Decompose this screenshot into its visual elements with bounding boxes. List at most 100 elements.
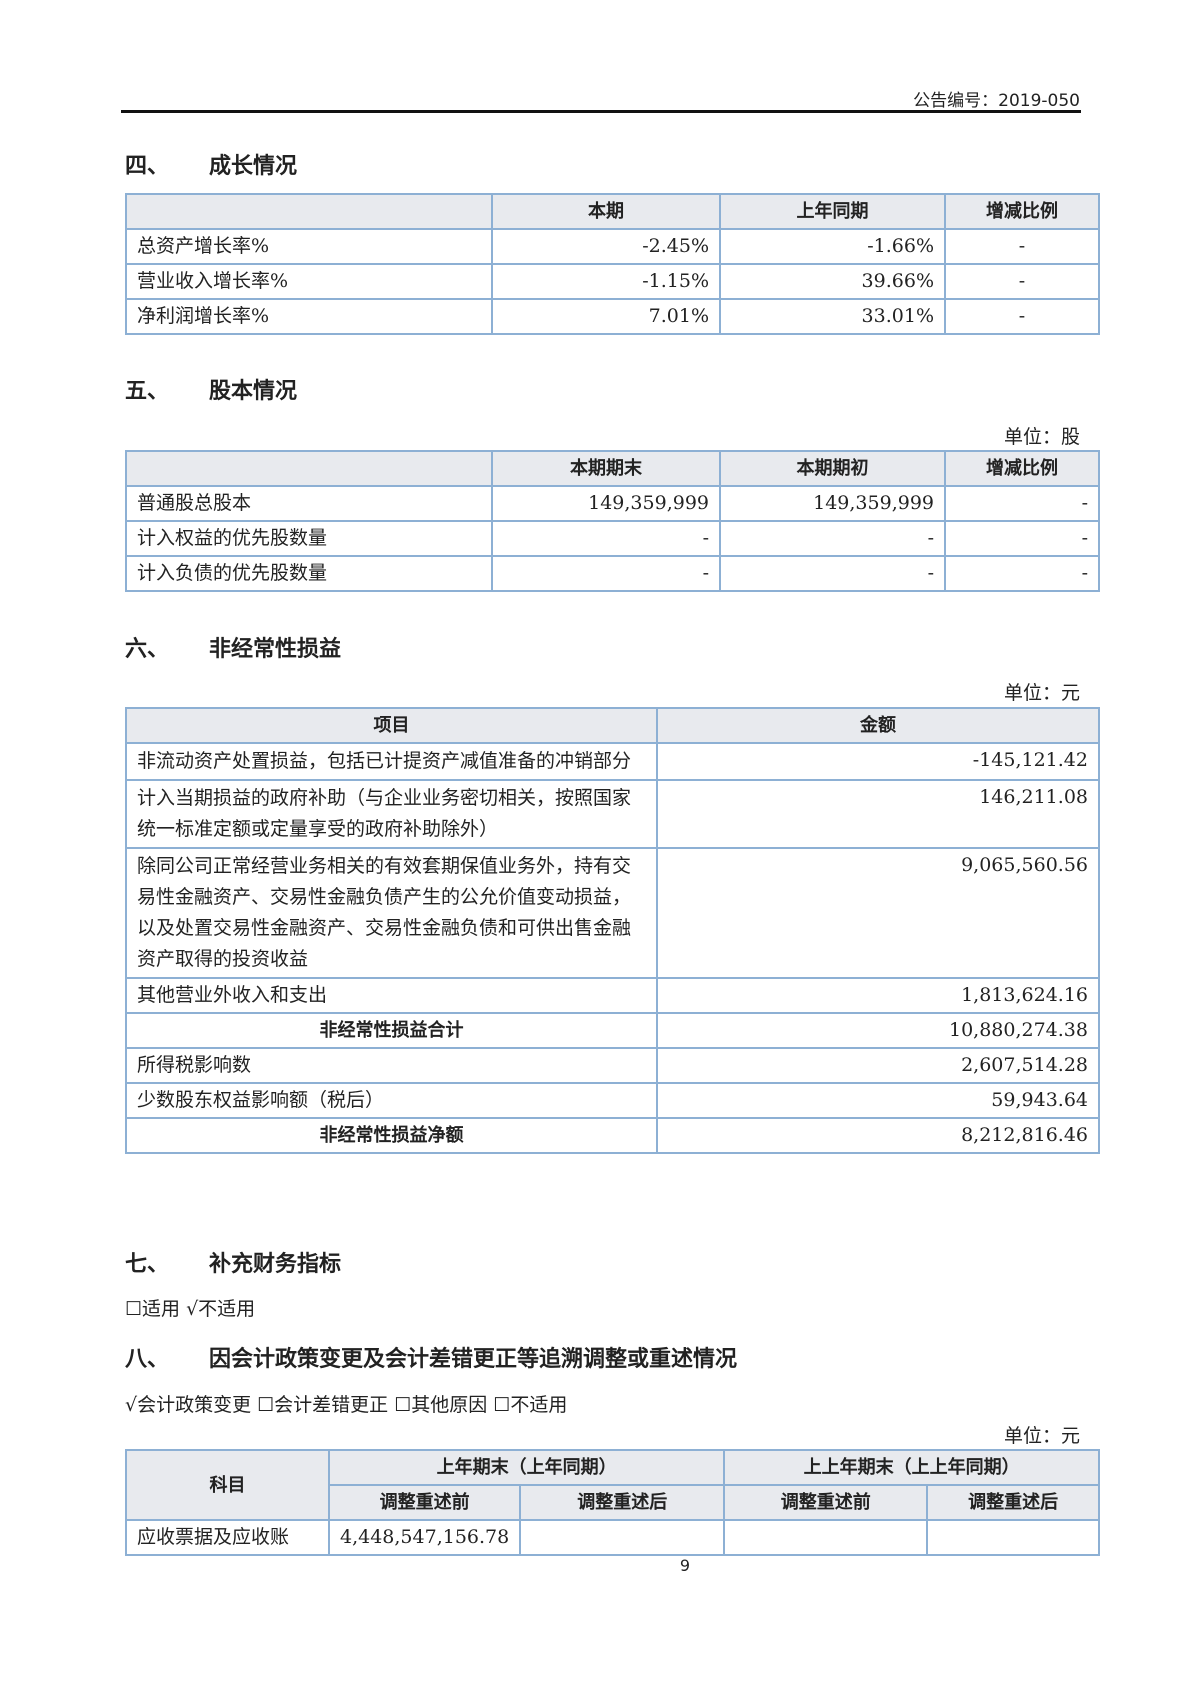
cell: 4,448,547,156.78 <box>327 1519 522 1556</box>
row-label: 计入负债的优先股数量 <box>125 555 493 592</box>
table-row: 计入当期损益的政府补助（与企业业务密切相关，按照国家统一标准定额或定量享受的政府… <box>125 779 1100 849</box>
cell: - <box>944 228 1100 265</box>
cell: - <box>944 298 1100 335</box>
section-title: 因会计政策变更及会计差错更正等追溯调整或重述情况 <box>209 1347 738 1372</box>
share-capital-table: 本期期末 本期期初 增减比例 普通股总股本 149,359,999 149,359,99… <box>125 450 1100 592</box>
col-header: 调整重述后 <box>519 1484 726 1521</box>
cell: - <box>491 520 721 557</box>
section-number: 四、 <box>125 154 170 179</box>
section-title: 补充财务指标 <box>209 1252 342 1277</box>
col-group-header: 上年期末（上年同期） <box>327 1449 726 1486</box>
table-row: 非经常性损益净额 8,212,816.46 <box>125 1117 1100 1154</box>
table-row: 所得税影响数 2,607,514.28 <box>125 1047 1100 1084</box>
cell <box>723 1519 929 1556</box>
cell: - <box>944 555 1100 592</box>
table-row: 营业收入增长率% -1.15% 39.66% - <box>125 263 1100 300</box>
cell: 146,211.08 <box>656 779 1100 849</box>
table-row: 普通股总股本 149,359,999 149,359,999- <box>125 485 1100 522</box>
cell: 33.01% <box>719 298 946 335</box>
row-label: 普通股总股本 <box>125 485 493 522</box>
non-recurring-table: 项目 金额 非流动资产处置损益，包括已计提资产减值准备的冲销部分 -145,121.… <box>125 707 1100 1154</box>
row-label: 计入权益的优先股数量 <box>125 520 493 557</box>
col-header <box>125 193 493 230</box>
row-label: 总资产增长率% <box>125 228 493 265</box>
announcement-number: 公告编号：2019-050 <box>913 91 1080 111</box>
row-label: 所得税影响数 <box>125 1047 658 1084</box>
col-header: 增减比例 <box>944 450 1100 487</box>
col-header: 调整重述后 <box>926 1484 1100 1521</box>
growth-table: 本期 上年同期 增减比例 总资产增长率% -2.45% -1.66% - 营业收入增长率%… <box>125 193 1100 335</box>
col-header: 增减比例 <box>944 193 1100 230</box>
subtotal-label: 非经常性损益合计 <box>125 1012 658 1049</box>
col-header: 本期 <box>491 193 721 230</box>
section-number: 八、 <box>125 1347 170 1372</box>
section-title: 股本情况 <box>209 379 298 404</box>
page-number: 9 <box>679 1556 691 1575</box>
cell: 7.01% <box>491 298 721 335</box>
section-title: 非经常性损益 <box>209 637 342 662</box>
table-row: 非经常性损益合计 10,880,274.38 <box>125 1012 1100 1049</box>
row-label: 计入当期损益的政府补助（与企业业务密切相关，按照国家统一标准定额或定量享受的政府… <box>125 779 658 849</box>
section-5-heading: 五、 股本情况 <box>125 373 297 405</box>
unit-label: 单位：股 <box>1003 426 1080 448</box>
row-label: 少数股东权益影响额（税后） <box>125 1082 658 1119</box>
unit-label: 单位：元 <box>1003 1425 1080 1447</box>
section-number: 五、 <box>125 379 170 404</box>
section-number: 七、 <box>125 1252 170 1277</box>
col-header: 调整重述前 <box>327 1484 522 1521</box>
table-row: 应收票据及应收账 4,448,547,156.78 <box>125 1519 1100 1556</box>
cell: -1.15% <box>491 263 721 300</box>
section-number: 六、 <box>125 637 170 662</box>
table-header-row: 项目 金额 <box>125 707 1100 744</box>
col-header: 调整重述前 <box>723 1484 929 1521</box>
row-label: 其他营业外收入和支出 <box>125 977 658 1014</box>
cell <box>519 1519 726 1556</box>
cell: - <box>491 555 721 592</box>
table-header-row: 科目 上年期末（上年同期） 上上年期末（上上年同期） <box>125 1449 1100 1521</box>
cell: 10,880,274.38 <box>656 1012 1100 1049</box>
section-4-heading: 四、 成长情况 <box>125 148 297 180</box>
row-label: 营业收入增长率% <box>125 263 493 300</box>
table-header-row: 本期期末 本期期初 增减比例 <box>125 450 1100 487</box>
cell: 59,943.64 <box>656 1082 1100 1119</box>
unit-label: 单位：元 <box>1003 682 1080 704</box>
table-row: 净利润增长率% 7.01% 33.01% - <box>125 298 1100 335</box>
cell: - <box>944 485 1100 522</box>
row-label: 应收票据及应收账 <box>125 1519 330 1556</box>
table-row: 除同公司正常经营业务相关的有效套期保值业务外，持有交易性金融资产、交易性金融负债… <box>125 847 1100 979</box>
col-header: 科目 <box>125 1449 330 1521</box>
table-row: 少数股东权益影响额（税后） 59,943.64 <box>125 1082 1100 1119</box>
col-group-header: 上上年期末（上上年同期） <box>723 1449 1100 1486</box>
cell: 39.66% <box>719 263 946 300</box>
row-label: 非流动资产处置损益，包括已计提资产减值准备的冲销部分 <box>125 742 658 781</box>
header-rule <box>121 110 1081 113</box>
section-title: 成长情况 <box>209 154 298 179</box>
col-header <box>125 450 493 487</box>
table-subheader-row: 调整重述前 调整重述后 调整重述前 调整重述后 <box>126 1484 1100 1521</box>
section-7-heading: 七、 补充财务指标 <box>125 1246 341 1278</box>
table-row: 其他营业外收入和支出 1,813,624.16 <box>125 977 1100 1014</box>
cell: 149,359,999 <box>719 485 946 522</box>
col-header: 项目 <box>125 707 658 744</box>
total-label: 非经常性损益净额 <box>125 1117 658 1154</box>
cell <box>926 1519 1100 1556</box>
section-8-heading: 八、 因会计政策变更及会计差错更正等追溯调整或重述情况 <box>125 1341 737 1373</box>
cell: 1,813,624.16 <box>656 977 1100 1014</box>
cell: -2.45% <box>491 228 721 265</box>
cell: - <box>944 263 1100 300</box>
row-label: 净利润增长率% <box>125 298 493 335</box>
table-row: 计入负债的优先股数量 - - - <box>125 555 1100 592</box>
cell: 9,065,560.56 <box>656 847 1100 979</box>
col-header: 上年同期 <box>719 193 946 230</box>
restatement-table: 科目 上年期末（上年同期） 上上年期末（上上年同期） 调整重述前 调整重述后 调整重述前… <box>125 1449 1100 1556</box>
cell: 8,212,816.46 <box>656 1117 1100 1154</box>
table-header-row: 本期 上年同期 增减比例 <box>125 193 1100 230</box>
table-row: 计入权益的优先股数量 - - - <box>125 520 1100 557</box>
change-reason-options: √会计政策变更 ☐会计差错更正 ☐其他原因 ☐不适用 <box>125 1394 568 1416</box>
col-header: 本期期初 <box>719 450 946 487</box>
cell: -145,121.42 <box>656 742 1100 781</box>
cell: -1.66% <box>719 228 946 265</box>
table-row: 总资产增长率% -2.45% -1.66% - <box>125 228 1100 265</box>
cell: 149,359,999 <box>491 485 721 522</box>
